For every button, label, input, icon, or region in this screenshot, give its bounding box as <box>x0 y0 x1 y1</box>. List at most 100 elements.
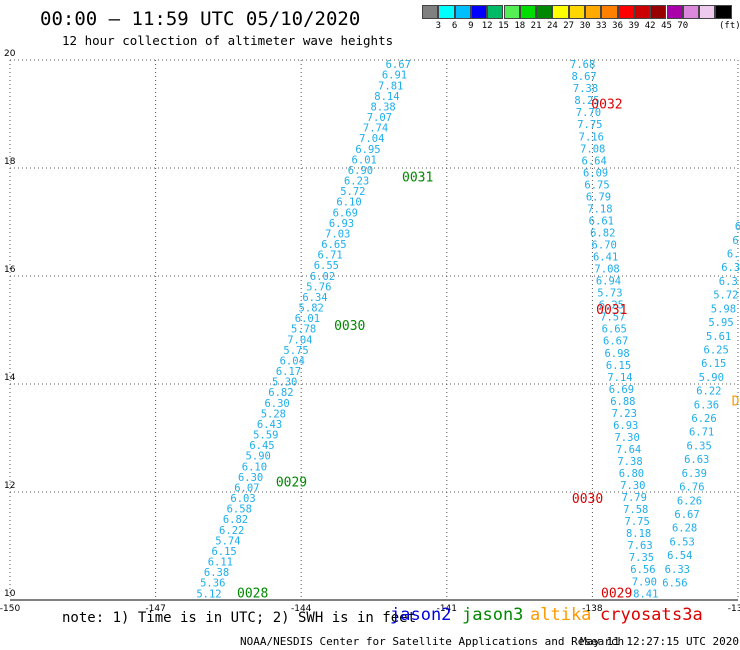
color-scale-label: 27 <box>563 21 575 31</box>
wave-height-label: 6.65 <box>602 324 627 336</box>
wave-height-label: 6.82 <box>268 387 293 399</box>
wave-height-label: 6.82 <box>590 227 615 239</box>
wave-height-label: 6.65 <box>321 239 346 251</box>
wave-height-label: 7.08 <box>580 143 605 155</box>
pass-label: 0032 <box>591 98 622 113</box>
y-tick-label: 20 <box>4 49 16 59</box>
wave-height-label: 6.55 <box>314 260 339 272</box>
color-swatch <box>470 5 488 19</box>
y-tick-label: 16 <box>4 265 16 275</box>
pass-label: 0029 <box>276 476 307 491</box>
color-scale-label: 39 <box>628 21 640 31</box>
wave-height-label: 6.04 <box>280 355 305 367</box>
wave-height-label: 6.33 <box>665 564 690 576</box>
wave-height-label: 6.64 <box>582 155 607 167</box>
note-text: note: 1) Time is in UTC; 2) SWH is in fe… <box>62 610 417 626</box>
wave-height-label: 8.14 <box>374 91 399 103</box>
color-scale-label: 42 <box>644 21 656 31</box>
wave-height-label: 6.15 <box>701 358 726 370</box>
wave-height-label: 7.90 <box>632 576 657 588</box>
color-scale-label: 9 <box>468 21 474 31</box>
wave-height-label: 6.45 <box>249 440 274 452</box>
wave-height-label: 5.28 <box>261 408 286 420</box>
wave-height-label: 6.76 <box>679 482 704 494</box>
wave-height-label: 7.75 <box>577 119 602 131</box>
wave-height-label: 8.41 <box>633 588 658 600</box>
wave-height-label: 5.61 <box>706 331 731 343</box>
color-swatch <box>666 5 683 19</box>
color-scale-label: 15 <box>498 21 509 31</box>
x-tick-label: -150 <box>0 604 20 614</box>
wave-height-label: 7.30 <box>620 480 645 492</box>
wave-height-label: 6.43 <box>257 419 282 431</box>
pass-label: D <box>732 395 740 410</box>
color-swatch <box>422 5 439 19</box>
wave-height-label: 7.14 <box>607 372 632 384</box>
wave-height-label: 6 <box>735 221 740 233</box>
wave-height-label: 6.22 <box>696 386 721 398</box>
wave-height-label: 5.98 <box>711 303 736 315</box>
wave-height-label: 6.3 <box>721 262 740 274</box>
wave-height-label: 7.08 <box>594 264 619 276</box>
wave-height-label: 7.07 <box>367 112 392 124</box>
wave-height-label: 6.38 <box>204 567 229 579</box>
color-scale-label: 70 <box>677 21 689 31</box>
wave-height-label: 6.71 <box>689 427 714 439</box>
wave-height-label: 7.30 <box>614 432 639 444</box>
color-swatch <box>617 5 634 19</box>
wave-height-label: 6.26 <box>677 495 702 507</box>
legend-jason2: jason2 <box>390 605 452 625</box>
wave-height-label: 6.09 <box>583 167 608 179</box>
wave-height-label: 6.30 <box>238 472 263 484</box>
legend-altika: altika <box>530 605 592 625</box>
pass-label: 0031 <box>596 303 627 318</box>
wave-height-label: 6.01 <box>295 313 320 325</box>
x-tick-label: -147 <box>145 604 165 614</box>
wave-height-label: 7.23 <box>612 408 637 420</box>
wave-height-label: 6.11 <box>208 557 233 569</box>
wave-height-label: 6.26 <box>691 413 716 425</box>
wave-height-label: 5.75 <box>283 345 308 357</box>
color-scale-label: 30 <box>579 21 591 31</box>
wave-height-label: 6.10 <box>336 197 361 209</box>
wave-height-label: 6.25 <box>704 344 729 356</box>
wave-height-label: 7.57 <box>600 312 625 324</box>
color-swatch <box>454 5 471 19</box>
wave-height-label: 6.15 <box>211 546 236 558</box>
legend-cryosat: cryosat <box>600 605 672 625</box>
y-tick-label: 14 <box>4 373 16 383</box>
wave-height-label: 6.35 <box>687 440 712 452</box>
wave-height-label: 6.75 <box>584 179 609 191</box>
color-scale-label: 12 <box>481 21 493 31</box>
wave-height-label: 6.94 <box>596 276 621 288</box>
wave-height-label: 7.04 <box>359 133 384 145</box>
wave-height-label: 6.07 <box>234 482 259 494</box>
wave-height-label: 6.71 <box>317 250 342 262</box>
wave-height-label: 5.90 <box>699 372 724 384</box>
wave-height-label: 6.63 <box>684 454 709 466</box>
color-scale-label: 36 <box>612 21 624 31</box>
pass-label: 0031 <box>402 171 433 186</box>
wave-height-label: 8.38 <box>370 101 395 113</box>
wave-height-label: 8.25 <box>574 95 599 107</box>
wave-height-label: 5.78 <box>291 324 316 336</box>
wave-height-label: 6.69 <box>609 384 634 396</box>
wave-height-label: 6.53 <box>670 536 695 548</box>
wave-height-label: 6.93 <box>329 218 354 230</box>
color-swatch <box>438 5 455 19</box>
x-tick-label: -138 <box>582 604 603 614</box>
wave-height-label: 6. <box>727 249 740 261</box>
color-swatch <box>487 5 504 19</box>
footer-timestamp: May 11 12:27:15 UTC 2020 <box>580 635 739 648</box>
wave-height-label: 6.3 <box>719 276 738 288</box>
pass-label: 0030 <box>572 492 603 507</box>
wave-height-label: 6 <box>732 235 738 247</box>
wave-height-label: 6.67 <box>674 509 699 521</box>
wave-height-label: 7.63 <box>627 540 652 552</box>
x-tick-label: -141 <box>437 604 457 614</box>
wave-height-label: 7.18 <box>587 203 612 215</box>
page-title: 00:00 – 11:59 UTC 05/10/2020 <box>40 8 361 30</box>
color-swatch <box>568 5 585 19</box>
color-scale-label: 18 <box>514 21 526 31</box>
